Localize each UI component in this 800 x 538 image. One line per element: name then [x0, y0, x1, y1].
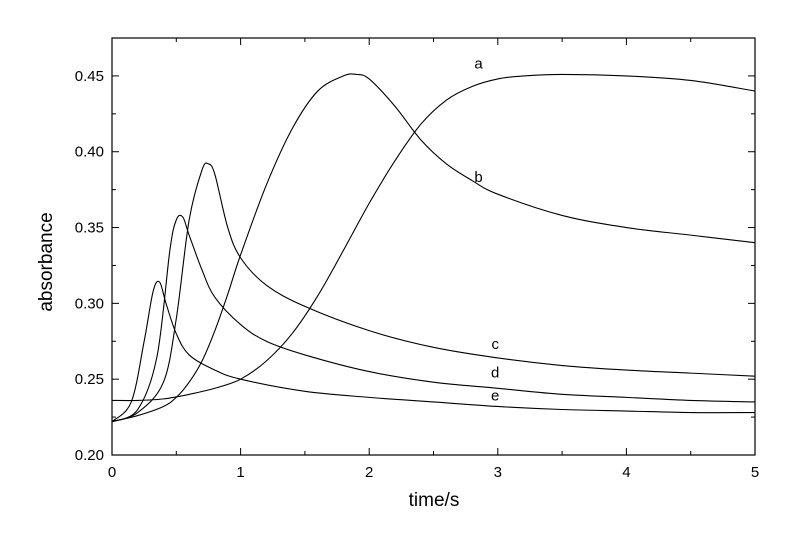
- plot-border: [111, 37, 756, 456]
- x-tick-label: 2: [365, 464, 373, 481]
- y-tick-label: 0.25: [75, 371, 104, 388]
- series-line-c: [111, 162, 756, 423]
- series-line-d: [111, 214, 756, 423]
- y-tick-label: 0.30: [75, 295, 104, 312]
- annotation-group: a b cde: [474, 55, 499, 404]
- series-line-a: [111, 73, 756, 402]
- y-axis: 0.20 0.25 0.30 0.35 0.40 0.45: [75, 68, 755, 464]
- x-tick-label: 4: [622, 464, 630, 481]
- x-axis-label: time/s: [409, 490, 460, 511]
- y-tick-label: 0.35: [75, 220, 104, 237]
- x-tick-label: 5: [751, 464, 759, 481]
- series-line-e: [111, 280, 756, 423]
- plot-frame: [111, 37, 756, 456]
- series-label-b: b: [474, 169, 482, 186]
- x-tick-label: 3: [494, 464, 502, 481]
- y-tick-label: 0.45: [75, 68, 104, 85]
- y-axis-label: absorbance: [36, 212, 57, 311]
- series-line-b: [111, 73, 756, 423]
- series-group: [111, 73, 756, 423]
- series-label-d: d: [491, 365, 499, 382]
- x-axis: 0 1 2 3 4 5: [108, 38, 759, 481]
- series-label-c: c: [491, 336, 499, 353]
- x-tick-label: 1: [236, 464, 244, 481]
- series-label-e: e: [491, 387, 499, 404]
- x-tick-label: 0: [108, 464, 116, 481]
- y-tick-label: 0.40: [75, 144, 104, 161]
- series-label-a: a: [474, 55, 483, 72]
- y-tick-label: 0.20: [75, 447, 104, 464]
